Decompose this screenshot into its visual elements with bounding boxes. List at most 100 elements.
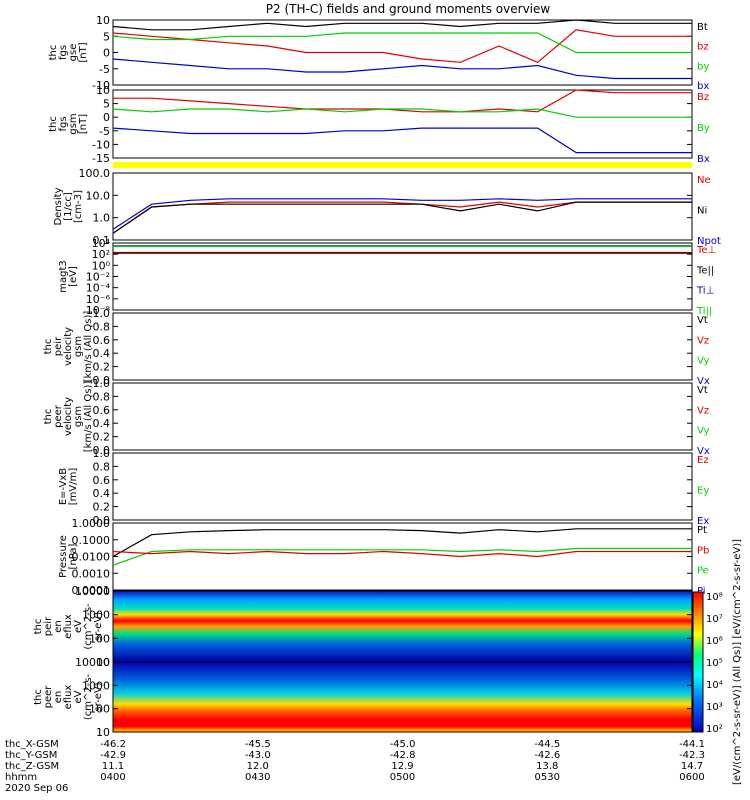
density-ylabel-line: [1/cc]: [63, 192, 74, 221]
peer_vel-ytick-label: 0.0: [93, 444, 111, 457]
density-series-layer: [112, 198, 692, 234]
peer_vel-legend-0: Vt: [697, 385, 708, 396]
peer_vel-ytick-label: 0.6: [93, 404, 111, 417]
density-ytick-label: 100.0: [79, 167, 111, 180]
peir_spec-ylabel-line: sr-eV): [93, 612, 104, 641]
density-legend-1: Ni: [697, 206, 707, 217]
panel-fgs_gse: 10 5 0 -5 -10 thc fgs gse [nT] Bt bz by bx: [48, 14, 709, 92]
peer_spec-spectrogram: [113, 662, 692, 732]
colorbar-tick-label: 10³: [706, 702, 723, 713]
temp-ytick-label: 10²: [92, 248, 110, 261]
fgs_gse-series-bx: [112, 58, 692, 80]
pressure-ylabel-line: Pressure: [58, 535, 69, 578]
x-col-t: 0430: [245, 772, 270, 783]
fgs_gse-series-layer: [112, 19, 692, 80]
x-col-t: 0400: [100, 772, 125, 783]
x-col-y: -42.8: [390, 750, 416, 761]
pressure-series-layer: [112, 528, 692, 566]
fgs_gse-ytick-label: 5: [103, 30, 110, 43]
x-col-z: 13.8: [536, 761, 558, 772]
temp-ytick-label: 10⁻⁴: [86, 282, 111, 295]
peir_vel-legend-3: Vx: [697, 376, 710, 387]
colorbar: 10⁸ 10⁷ 10⁶ 10⁵ 10⁴ 10³ 10² [eV/(cm^2-s-sr-eV)]…: [692, 539, 743, 785]
x-row-label: thc_Y-GSM: [5, 750, 57, 761]
peer_vel-legend-3: Vx: [697, 446, 710, 457]
peer_spec-ylabel-line: eV: [73, 690, 84, 703]
fgs_gse-ytick-label: 0: [103, 47, 110, 60]
density-series-Npot: [112, 198, 692, 230]
peir_vel-legend-0: Vt: [697, 315, 708, 326]
peir_spec-ylabel-line: en: [53, 620, 64, 633]
peir_spec-ylabel-line: peir: [43, 616, 54, 636]
density-ylabel-line: [cm-3]: [73, 190, 84, 223]
x-col-t: 0500: [390, 772, 415, 783]
pressure-series-Pe: [112, 547, 692, 566]
fgs_gse-ylabel-line: [nT]: [78, 42, 89, 62]
temp-ytick-label: 10⁴: [92, 237, 111, 250]
fgs_gsm-legend-1: By: [697, 123, 710, 134]
fgs_gse-series-bz: [112, 29, 692, 63]
fgs_gsm-series-By: [112, 108, 692, 118]
pressure-legend-0: Pt: [697, 525, 707, 536]
peer_vel-legend-1: Vz: [697, 405, 709, 416]
efield-ytick-label: 0.4: [93, 487, 111, 500]
peir_vel-ylabel-line: peir: [53, 336, 64, 356]
fgs_gsm-ytick-label: -5: [99, 125, 110, 138]
fgs_gse-legend-0: Bt: [697, 22, 708, 33]
x-row-label: 2020 Sep 06: [5, 783, 68, 794]
fgs_gse-ytick-label: -10: [92, 79, 110, 92]
efield-ylabel-line: [mV/m]: [68, 468, 79, 506]
peir_vel-ylabel-line: [km/s (All Qs)]: [83, 311, 94, 383]
x-col-x: -44.5: [534, 739, 560, 750]
colorbar-tick-label: 10⁵: [706, 658, 723, 669]
efield-legend-2: Ex: [697, 516, 709, 527]
peer_vel-ylabel-line: gsm: [73, 406, 84, 427]
x-col-y: -43.0: [245, 750, 271, 761]
efield-legend-0: Ez: [697, 455, 709, 466]
density-legend-2: Npot: [697, 236, 721, 247]
temp-ytick-label: 10⁻²: [86, 271, 110, 284]
temp-ytick-label: 10⁻⁶: [86, 293, 111, 306]
peer_vel-ylabel-line: peer: [53, 404, 64, 428]
density-series-Ne: [112, 201, 692, 234]
peir_spec-spectrogram: [113, 591, 692, 662]
fgs_gsm-ylabel-line: [nT]: [78, 114, 89, 134]
temp-ytick-label: 10⁰: [92, 259, 111, 272]
fgs_gse-series-by: [112, 32, 692, 54]
peer_spec-ylabel-line: peer: [43, 685, 54, 709]
x-col-y: -42.3: [679, 750, 705, 761]
colorbar-tick-label: 10⁶: [706, 636, 723, 647]
peer_spec-ylabel-line: thc: [33, 689, 44, 705]
peir_vel-ytick-label: 0.8: [93, 320, 111, 333]
peir_vel-ylabel-line: thc: [43, 339, 54, 355]
fgs_gsm-ytick-label: 0: [103, 111, 110, 124]
density-ylabel-line: Density: [53, 187, 64, 225]
pressure-ytick-label: 0.0010: [72, 567, 111, 580]
plot-title: P2 (TH-C) fields and ground moments over…: [266, 2, 551, 16]
fgs_gsm-ytick-label: -10: [92, 138, 110, 151]
temp-ylabel-line: [eV]: [68, 266, 79, 287]
fgs_gse-legend-2: by: [697, 61, 709, 72]
peir_spec-ylabel-line: eflux: [63, 614, 74, 639]
fgs_gsm-legend-2: Bx: [697, 154, 710, 165]
yellow-bar: [113, 162, 692, 168]
peer_spec-ytick-label: 1000: [82, 679, 110, 692]
density-ytick-label: 10.0: [86, 189, 111, 202]
temp-legend-2: Ti⊥: [696, 286, 714, 297]
colorbar-title: [eV/(cm^2-s-sr-eV)] (All Qs)] [eV/(cm^2-…: [732, 539, 743, 785]
fgs_gsm-frame: [112, 89, 693, 159]
peer_vel-ytick-label: 0.8: [93, 390, 111, 403]
peer_spec-ylabel-line: en: [53, 691, 64, 704]
peer_spec-frame: [112, 661, 693, 733]
fgs_gse-legend-1: bz: [697, 42, 709, 53]
x-col-t: 0600: [679, 772, 704, 783]
pressure-series-Pt: [112, 528, 692, 558]
fgs_gsm-ytick-label: -15: [92, 152, 110, 165]
fgs_gsm-ylabel-line: fgs: [58, 116, 69, 131]
peir_vel-ytick-label: 0.0: [93, 374, 111, 387]
